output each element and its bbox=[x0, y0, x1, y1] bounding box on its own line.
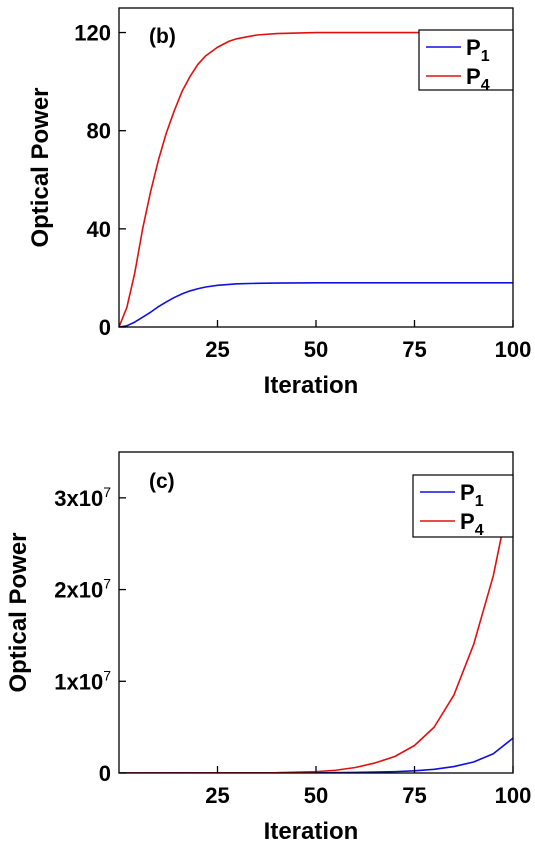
panel-c-panel-label: (c) bbox=[149, 470, 175, 493]
panel-c-y-tick-label: 0 bbox=[99, 761, 111, 786]
panel-b-x-axis-title: Iteration bbox=[264, 372, 359, 399]
panel-b-x-tick-label: 50 bbox=[304, 337, 328, 362]
panel-c-y-tick-label: 2x107 bbox=[54, 576, 111, 603]
panel-b-x-tick-label: 100 bbox=[495, 337, 532, 362]
panel-b-y-tick-label: 120 bbox=[74, 21, 111, 46]
panel-c-legend-label-p4: P4 bbox=[460, 509, 484, 539]
panel-c-legend-box bbox=[412, 474, 514, 538]
panel-c-legend-label-p1: P1 bbox=[460, 480, 484, 510]
panel-b-panel-label: (b) bbox=[149, 25, 176, 48]
panel-c-x-tick-label: 100 bbox=[495, 783, 532, 808]
panel-b-y-tick-label: 80 bbox=[87, 119, 111, 144]
panel-c-y-tick-label: 3x107 bbox=[54, 484, 111, 511]
panel-b-series-line-p4 bbox=[119, 31, 513, 327]
panel-c-y-axis-title: Optical Power bbox=[5, 532, 32, 692]
panel-b-legend-box bbox=[418, 29, 514, 91]
panel-c-y-tick-label: 1x107 bbox=[54, 667, 111, 694]
panel-b-y-tick-label: 40 bbox=[87, 217, 111, 242]
panel-b-x-tick-label: 25 bbox=[205, 337, 229, 362]
panel-c-chart: 25 50 75 100 0 1x107 2x107 3x107 Iteration Optica… bbox=[5, 451, 532, 845]
panel-b-y-tick-label: 0 bbox=[99, 315, 111, 340]
panel-b-legend-label-p1: P1 bbox=[466, 35, 490, 65]
panel-b-x-tick-label: 75 bbox=[402, 337, 426, 362]
panel-b-legend-label-p4: P4 bbox=[466, 64, 490, 94]
panel-c-x-axis-title: Iteration bbox=[264, 818, 359, 845]
panel-b-series-line-p1 bbox=[119, 282, 513, 327]
panel-b-y-axis-title: Optical Power bbox=[27, 87, 54, 247]
panel-b-chart: 25 50 75 100 0 40 80 120 Iteration Optical Power (… bbox=[27, 7, 532, 399]
panel-c-x-tick-label: 75 bbox=[402, 783, 426, 808]
panel-c-x-tick-label: 50 bbox=[304, 783, 328, 808]
panel-c-x-tick-label: 25 bbox=[205, 783, 229, 808]
